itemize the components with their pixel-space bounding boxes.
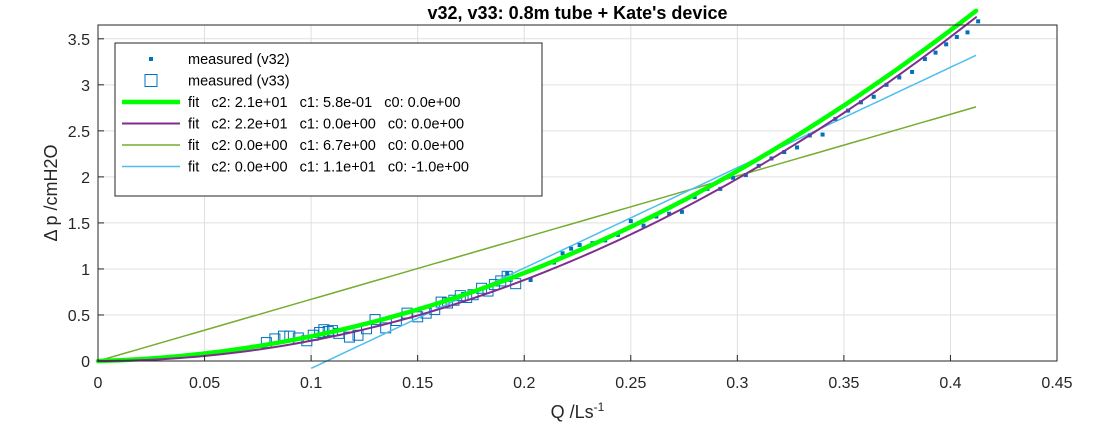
legend-label: fit c2: 2.1e+01 c1: 5.8e-01 c0: 0.0e+00 — [188, 95, 460, 111]
y-tick-label: 1 — [81, 262, 90, 279]
data-point-v32 — [944, 42, 949, 47]
data-point-v32 — [667, 211, 672, 216]
x-axis-label: Q /Ls-1 — [551, 400, 605, 422]
x-tick-label: 0.1 — [300, 375, 322, 392]
x-tick-label: 0.2 — [513, 375, 535, 392]
data-point-v32 — [528, 277, 533, 282]
data-point-v32 — [692, 195, 697, 200]
legend-item: measured (v33) — [144, 74, 290, 90]
legend-item: fit c2: 2.1e+01 c1: 5.8e-01 c0: 0.0e+00 — [122, 95, 460, 111]
legend-item: fit c2: 0.0e+00 c1: 1.1e+01 c0: -1.0e+00 — [122, 160, 469, 176]
data-point-v32 — [628, 219, 633, 224]
data-point-v32 — [679, 209, 684, 214]
x-tick-label: 0.45 — [1041, 375, 1072, 392]
data-point-v32 — [871, 94, 876, 99]
y-tick-label: 3.5 — [68, 32, 90, 49]
data-point-v32 — [922, 57, 927, 62]
fit-line-fit-c2-0-0e-00-c1-1-1e-01-c0-1-0e-00 — [310, 54, 977, 370]
x-tick-label: 0.3 — [726, 375, 748, 392]
y-tick-label: 1.5 — [68, 216, 90, 233]
y-tick-label: 2 — [81, 170, 90, 187]
x-tick-label: 0 — [94, 375, 103, 392]
data-point-v32 — [641, 223, 646, 228]
legend-marker-dot — [149, 57, 153, 61]
data-point-v32 — [820, 132, 825, 137]
legend-label: fit c2: 0.0e+00 c1: 1.1e+01 c0: -1.0e+00 — [188, 160, 469, 176]
data-point-v32 — [505, 271, 510, 276]
legend-box — [114, 42, 543, 197]
y-tick-label: 2.5 — [68, 124, 90, 141]
legend-marker-square — [144, 74, 158, 87]
data-point-v32 — [965, 30, 970, 35]
legend-label: fit c2: 2.2e+01 c1: 0.0e+00 c0: 0.0e+00 — [188, 117, 464, 133]
legend-item: fit c2: 0.0e+00 c1: 6.7e+00 c0: 0.0e+00 — [122, 138, 464, 154]
chart-title: v32, v33: 0.8m tube + Kate's device — [428, 3, 728, 23]
legend-item: fit c2: 2.2e+01 c1: 0.0e+00 c0: 0.0e+00 — [122, 117, 464, 133]
x-tick-label: 0.25 — [615, 375, 646, 392]
x-axis-ticks: 0 0.05 0.1 0.15 0.2 0.25 0.3 0.35 0.4 0.45 — [94, 355, 1073, 392]
data-point-v32 — [743, 173, 748, 178]
data-point-v32 — [897, 75, 902, 80]
data-point-v32 — [569, 246, 574, 251]
x-tick-label: 0.35 — [828, 375, 859, 392]
y-axis-ticks: 0 0.5 1 1.5 2 2.5 3 3.5 — [68, 32, 104, 371]
legend-item: measured (v32) — [149, 52, 290, 68]
fit-line-fit-c2-2-2e-01-c1-0-0e-00-c0-0-0e-00 — [97, 16, 978, 362]
y-axis-label: Δ p /cmH2O — [41, 144, 61, 241]
data-point-v32 — [910, 69, 915, 74]
fit-line-fit-c2-0-0e-00-c1-6-7e-00-c0-0-0e-00 — [97, 106, 977, 362]
y-tick-label: 3 — [81, 78, 90, 95]
legend: measured (v32) measured (v33) fit c2: 2.1e… — [114, 42, 543, 197]
series-layer — [95, 8, 981, 370]
x-tick-label: 0.4 — [939, 375, 961, 392]
data-point-v32 — [795, 145, 800, 150]
fit-line-fit-c2-2-1e-01-c1-5-8e-01-c0-0-0e-00 — [95, 8, 979, 364]
plot-frame — [97, 24, 1058, 362]
x-tick-label: 0.05 — [189, 375, 220, 392]
data-point-v32 — [933, 50, 938, 55]
y-tick-label: 0.5 — [68, 308, 90, 325]
legend-label: measured (v32) — [188, 52, 290, 68]
data-point-v32 — [954, 34, 959, 39]
legend-label: fit c2: 0.0e+00 c1: 6.7e+00 c0: 0.0e+00 — [188, 138, 464, 154]
data-point-v32 — [560, 251, 565, 256]
y-tick-label: 0 — [81, 354, 90, 371]
data-point-v32 — [731, 175, 736, 180]
legend-label: measured (v33) — [188, 74, 290, 90]
x-tick-label: 0.15 — [402, 375, 433, 392]
data-point-v32 — [976, 19, 981, 24]
data-point-v32 — [577, 243, 582, 248]
